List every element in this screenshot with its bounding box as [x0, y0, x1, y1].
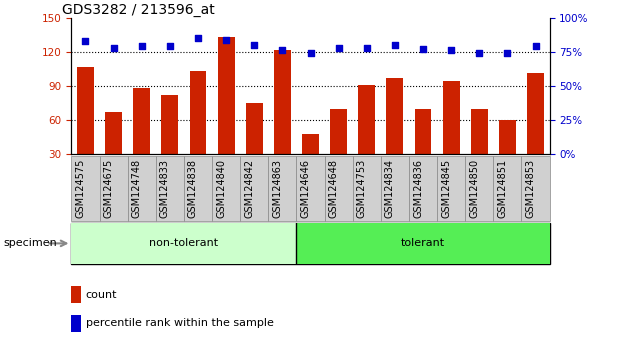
- Bar: [302, 133, 319, 154]
- Bar: [330, 109, 347, 154]
- Text: percentile rank within the sample: percentile rank within the sample: [86, 318, 274, 328]
- Bar: [161, 95, 178, 154]
- Text: non-tolerant: non-tolerant: [150, 238, 219, 249]
- Text: count: count: [86, 290, 117, 300]
- Point: [530, 44, 540, 49]
- Bar: [325, 156, 353, 221]
- Text: GSM124840: GSM124840: [216, 159, 226, 218]
- Text: GSM124648: GSM124648: [329, 159, 338, 218]
- Bar: [77, 67, 94, 154]
- Text: GDS3282 / 213596_at: GDS3282 / 213596_at: [62, 3, 215, 17]
- Bar: [105, 112, 122, 154]
- Text: GSM124845: GSM124845: [441, 159, 451, 218]
- Text: GSM124753: GSM124753: [356, 159, 367, 218]
- Point: [137, 44, 147, 49]
- Text: GSM124836: GSM124836: [413, 159, 423, 218]
- Text: GSM124850: GSM124850: [469, 159, 479, 218]
- Bar: [71, 286, 81, 303]
- Text: GSM124842: GSM124842: [244, 159, 254, 218]
- Bar: [212, 156, 240, 221]
- Text: GSM124646: GSM124646: [301, 159, 310, 218]
- Bar: [443, 81, 460, 154]
- Point: [362, 45, 372, 51]
- Bar: [134, 88, 150, 154]
- Bar: [296, 156, 325, 221]
- Bar: [381, 156, 409, 221]
- Point: [390, 42, 400, 48]
- Bar: [128, 156, 156, 221]
- Point: [474, 50, 484, 56]
- Text: tolerant: tolerant: [401, 238, 445, 249]
- Text: GSM124833: GSM124833: [160, 159, 170, 218]
- Text: specimen: specimen: [3, 238, 57, 249]
- Bar: [71, 223, 296, 264]
- Point: [81, 38, 91, 44]
- Text: GSM124575: GSM124575: [76, 159, 86, 218]
- Bar: [499, 120, 516, 154]
- Point: [109, 45, 119, 51]
- Bar: [386, 78, 403, 154]
- Bar: [99, 156, 128, 221]
- Bar: [437, 156, 465, 221]
- Text: GSM124851: GSM124851: [497, 159, 507, 218]
- Point: [193, 35, 203, 41]
- Bar: [268, 156, 296, 221]
- Bar: [358, 85, 375, 154]
- Bar: [71, 315, 81, 332]
- Text: GSM124838: GSM124838: [188, 159, 198, 218]
- Bar: [246, 103, 263, 154]
- Bar: [189, 71, 206, 154]
- Point: [418, 46, 428, 52]
- Bar: [71, 156, 99, 221]
- Bar: [218, 37, 235, 154]
- Point: [306, 50, 315, 56]
- Bar: [240, 156, 268, 221]
- Bar: [409, 156, 437, 221]
- Point: [165, 44, 175, 49]
- Bar: [493, 156, 522, 221]
- Text: GSM124748: GSM124748: [132, 159, 142, 218]
- Bar: [471, 109, 487, 154]
- Point: [278, 47, 288, 53]
- Text: GSM124675: GSM124675: [104, 159, 114, 218]
- Bar: [156, 156, 184, 221]
- Point: [333, 45, 343, 51]
- Bar: [184, 156, 212, 221]
- Bar: [415, 109, 432, 154]
- Text: GSM124834: GSM124834: [385, 159, 395, 218]
- Bar: [274, 50, 291, 154]
- Point: [446, 47, 456, 53]
- Text: GSM124853: GSM124853: [525, 159, 535, 218]
- Point: [502, 50, 512, 56]
- Bar: [527, 73, 544, 154]
- Bar: [296, 223, 550, 264]
- Bar: [353, 156, 381, 221]
- Text: GSM124863: GSM124863: [273, 159, 283, 218]
- Point: [221, 37, 231, 42]
- Point: [249, 42, 259, 48]
- Bar: [522, 156, 550, 221]
- Bar: [465, 156, 493, 221]
